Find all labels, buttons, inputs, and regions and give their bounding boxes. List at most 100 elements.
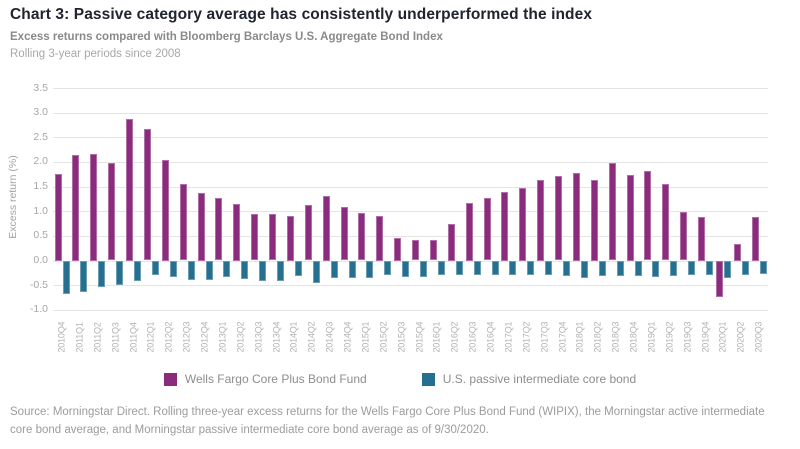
x-tick-label: 2013Q2	[235, 321, 246, 353]
bar-wells-fargo-2020Q2	[733, 243, 741, 261]
bar-passive-2015Q1	[366, 260, 374, 279]
bar-passive-2014Q4	[348, 260, 356, 279]
x-tick-label: 2013Q4	[271, 321, 281, 353]
bar-wells-fargo-2017Q2	[519, 188, 527, 261]
y-tick-label: 3.5	[33, 81, 48, 94]
bar-passive-2012Q3	[187, 260, 195, 281]
bar-passive-2019Q2	[670, 260, 678, 277]
gridline	[53, 186, 768, 188]
bar-passive-2017Q1	[509, 260, 517, 276]
bar-passive-2012Q2	[169, 260, 177, 277]
y-tick-label: 1.5	[33, 180, 48, 193]
x-tick-label: 2010Q4	[56, 321, 67, 353]
gridline	[53, 88, 768, 89]
x-tick-label: 2018Q3	[610, 321, 621, 353]
x-tick-label: 2020Q3	[753, 321, 764, 353]
bar-passive-2011Q4	[134, 260, 141, 281]
bar-wells-fargo-2010Q4	[54, 173, 62, 261]
x-tick-label: 2011Q1	[74, 322, 85, 353]
x-tick-label: 2011Q4	[128, 322, 138, 353]
bar-passive-2011Q2	[98, 260, 106, 287]
bar-passive-2014Q3	[330, 260, 338, 279]
legend-swatch-wells-fargo-icon	[163, 372, 177, 386]
chart-subtitle: Excess returns compared with Bloomberg B…	[10, 31, 443, 43]
x-tick-label: 2016Q4	[485, 321, 496, 353]
y-tick-label: 1.0	[33, 204, 48, 217]
bar-wells-fargo-2011Q2	[90, 154, 98, 261]
y-tick-label: 2.0	[33, 155, 48, 168]
bar-wells-fargo-2019Q3	[680, 211, 688, 261]
x-tick-label: 2019Q2	[664, 321, 675, 353]
bar-wells-fargo-2018Q1	[572, 173, 580, 261]
x-tick-label: 2014Q2	[306, 321, 317, 353]
y-tick-label: 0.5	[33, 229, 48, 242]
x-tick-label: 2013Q1	[217, 321, 228, 353]
bar-passive-2014Q2	[312, 260, 320, 283]
bar-passive-2018Q2	[598, 260, 606, 277]
x-tick-label: 2015Q4	[414, 321, 424, 353]
bar-passive-2013Q4	[277, 260, 284, 282]
chart-note: Rolling 3-year periods since 2008	[10, 48, 181, 60]
bar-wells-fargo-2019Q1	[644, 170, 652, 261]
bar-wells-fargo-2012Q2	[161, 159, 169, 261]
bar-wells-fargo-2011Q4	[126, 118, 133, 261]
x-tick-label: 2017Q4	[557, 321, 567, 353]
bar-wells-fargo-2018Q4	[626, 174, 634, 261]
bar-wells-fargo-2018Q3	[608, 163, 616, 261]
bar-passive-2012Q1	[151, 260, 159, 275]
bar-passive-2017Q3	[545, 260, 553, 276]
bar-passive-2016Q4	[491, 260, 499, 275]
bar-wells-fargo-2013Q3	[251, 213, 259, 261]
bar-passive-2020Q1	[723, 260, 731, 279]
bar-wells-fargo-2014Q4	[340, 207, 348, 261]
bar-passive-2011Q3	[116, 260, 124, 286]
bar-passive-2019Q1	[652, 260, 660, 278]
bar-passive-2013Q3	[259, 260, 267, 282]
bar-passive-2010Q4	[62, 260, 70, 294]
bar-passive-2019Q4	[706, 260, 713, 276]
bar-wells-fargo-2014Q3	[322, 195, 330, 261]
gridline	[53, 137, 768, 139]
x-tick-label: 2016Q1	[431, 321, 442, 353]
bar-wells-fargo-2011Q1	[72, 154, 80, 261]
x-tick-label: 2016Q3	[467, 321, 478, 353]
bar-wells-fargo-2016Q4	[483, 198, 491, 261]
x-tick-label: 2017Q3	[539, 321, 550, 353]
x-tick-label: 2018Q2	[592, 321, 603, 353]
bar-passive-2018Q4	[634, 260, 642, 277]
x-tick-label: 2020Q1	[717, 321, 728, 353]
x-tick-label: 2014Q4	[342, 321, 353, 353]
bar-passive-2015Q3	[402, 260, 410, 278]
x-tick-label: 2019Q1	[646, 321, 657, 353]
bar-wells-fargo-2012Q1	[143, 128, 151, 261]
gridline	[53, 112, 768, 114]
x-tick-label: 2013Q3	[253, 321, 264, 353]
bar-passive-2020Q3	[759, 260, 767, 275]
y-tick-label: -1.0	[29, 303, 48, 316]
bar-passive-2020Q2	[741, 260, 749, 276]
bar-wells-fargo-2020Q1	[715, 260, 723, 297]
legend-swatch-passive-icon	[421, 372, 435, 386]
bar-wells-fargo-2020Q3	[751, 216, 759, 261]
bar-wells-fargo-2018Q2	[590, 179, 598, 261]
bar-wells-fargo-2012Q4	[197, 193, 205, 261]
bar-passive-2016Q3	[473, 260, 481, 275]
legend-label-passive: U.S. passive intermediate core bond	[442, 372, 637, 386]
gridline	[53, 161, 768, 163]
legend-label-wells-fargo: Wells Fargo Core Plus Bond Fund	[184, 372, 367, 386]
chart-title: Chart 3: Passive category average has co…	[10, 6, 593, 23]
bar-passive-2015Q2	[384, 260, 392, 276]
x-tick-label: 2012Q4	[199, 321, 210, 353]
bar-passive-2012Q4	[205, 260, 213, 281]
x-tick-label: 2016Q2	[449, 321, 460, 353]
bar-wells-fargo-2013Q4	[269, 213, 276, 261]
bar-wells-fargo-2017Q1	[501, 192, 509, 261]
gridline	[53, 285, 768, 287]
x-tick-label: 2017Q1	[503, 321, 514, 353]
bar-passive-2015Q4	[420, 260, 427, 278]
x-tick-label: 2012Q3	[181, 321, 192, 353]
x-tick-label: 2012Q2	[163, 321, 174, 353]
bar-wells-fargo-2015Q4	[412, 239, 419, 261]
y-tick-label: -0.5	[29, 278, 48, 291]
